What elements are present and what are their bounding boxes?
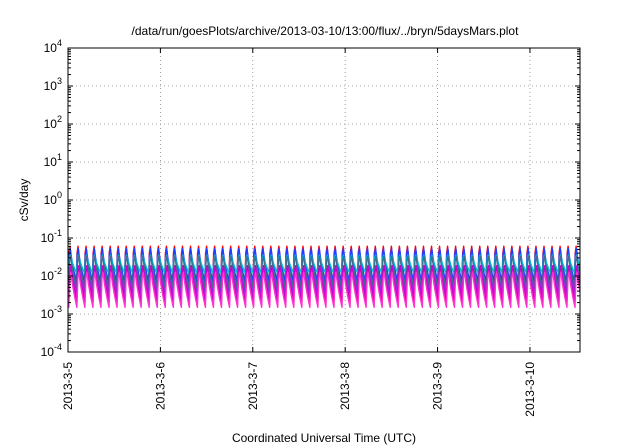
x-axis-label: Coordinated Universal Time (UTC): [232, 431, 416, 445]
y-tick-label: 102: [44, 114, 62, 131]
y-axis: 10-4 10-3 10-2 10-1 100 101 102 103 104: [41, 38, 580, 359]
chart-title: /data/run/goesPlots/archive/2013-03-10/1…: [132, 24, 520, 38]
y-tick-label: 103: [44, 76, 62, 93]
y-tick-label: 10-2: [41, 266, 62, 283]
y-tick-label: 10-4: [41, 342, 62, 359]
x-tick-label: 2013-3-6: [153, 362, 167, 410]
y-tick-label: 104: [44, 38, 62, 55]
y-tick-label: 101: [44, 152, 62, 169]
x-tick-label: 2013-3-10: [523, 362, 537, 417]
y-tick-label: 10-3: [41, 304, 62, 321]
y-axis-label: cSv/day: [17, 179, 31, 222]
x-axis: 2013-3-5 2013-3-6 2013-3-7 2013-3-8 2013-3-9…: [61, 48, 537, 417]
x-tick-label: 2013-3-5: [61, 362, 75, 410]
series-line: [68, 271, 580, 309]
x-tick-label: 2013-3-8: [338, 362, 352, 410]
x-tick-label: 2013-3-9: [431, 362, 445, 410]
series-layer: [68, 245, 580, 309]
y-tick-label: 100: [44, 190, 62, 207]
x-tick-label: 2013-3-7: [246, 362, 260, 410]
series-line: [68, 247, 580, 295]
y-tick-label: 10-1: [41, 228, 62, 245]
